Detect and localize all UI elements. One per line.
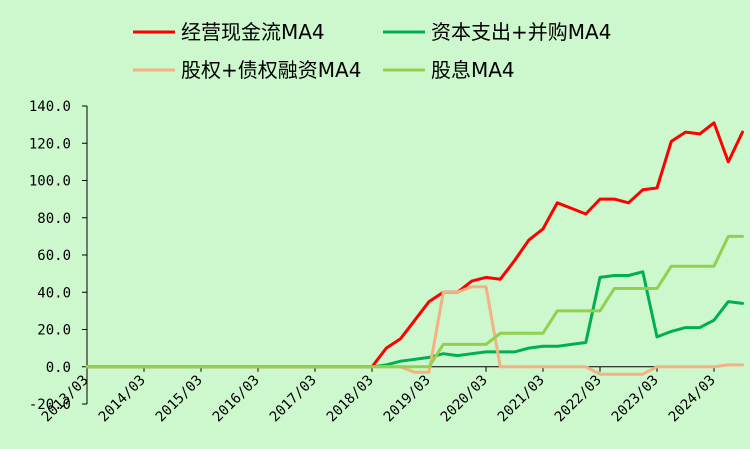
series-line-1 — [85, 121, 744, 369]
legend-label-3: 股权+债权融资MA4 — [181, 58, 361, 82]
legend-label-1: 经营现金流MA4 — [181, 20, 325, 44]
x-tick-label: 2020/03 — [438, 372, 491, 425]
x-tick-label: 2019/03 — [381, 372, 434, 425]
series-layer — [85, 121, 744, 376]
x-tick-label: 2023/03 — [609, 372, 662, 425]
y-tick-label: 0.0 — [46, 360, 71, 376]
x-tick-label: 2017/03 — [267, 372, 320, 425]
y-tick-label: 40.0 — [37, 285, 71, 301]
y-tick-label: 60.0 — [37, 248, 71, 264]
y-tick-label: -20.0 — [29, 397, 71, 413]
x-tick-label: 2021/03 — [495, 372, 548, 425]
x-tick-label: 2014/03 — [96, 372, 149, 425]
y-tick-label: 120.0 — [29, 136, 71, 152]
legend-label-2: 资本支出+并购MA4 — [431, 20, 611, 44]
y-axis: -20.0 0.0 20.0 40.0 60.0 80.0 100.0 120.0 140.0 — [29, 99, 88, 413]
legend-label-4: 股息MA4 — [431, 58, 515, 82]
series-line-3 — [85, 285, 744, 376]
x-tick-label: 2018/03 — [324, 372, 377, 425]
legend: 经营现金流MA4 资本支出+并购MA4 股权+债权融资MA4 股息MA4 — [133, 20, 611, 82]
x-tick-label: 2016/03 — [210, 372, 263, 425]
series-line-4 — [85, 234, 744, 369]
x-tick-label: 2024/03 — [666, 372, 719, 425]
y-tick-label: 140.0 — [29, 99, 71, 115]
y-tick-label: 20.0 — [37, 323, 71, 339]
y-tick-label: 100.0 — [29, 174, 71, 190]
y-tick-label: 80.0 — [37, 211, 71, 227]
x-tick-label: 2015/03 — [153, 372, 206, 425]
x-tick-label: 2022/03 — [552, 372, 605, 425]
series-line-2 — [85, 270, 744, 369]
